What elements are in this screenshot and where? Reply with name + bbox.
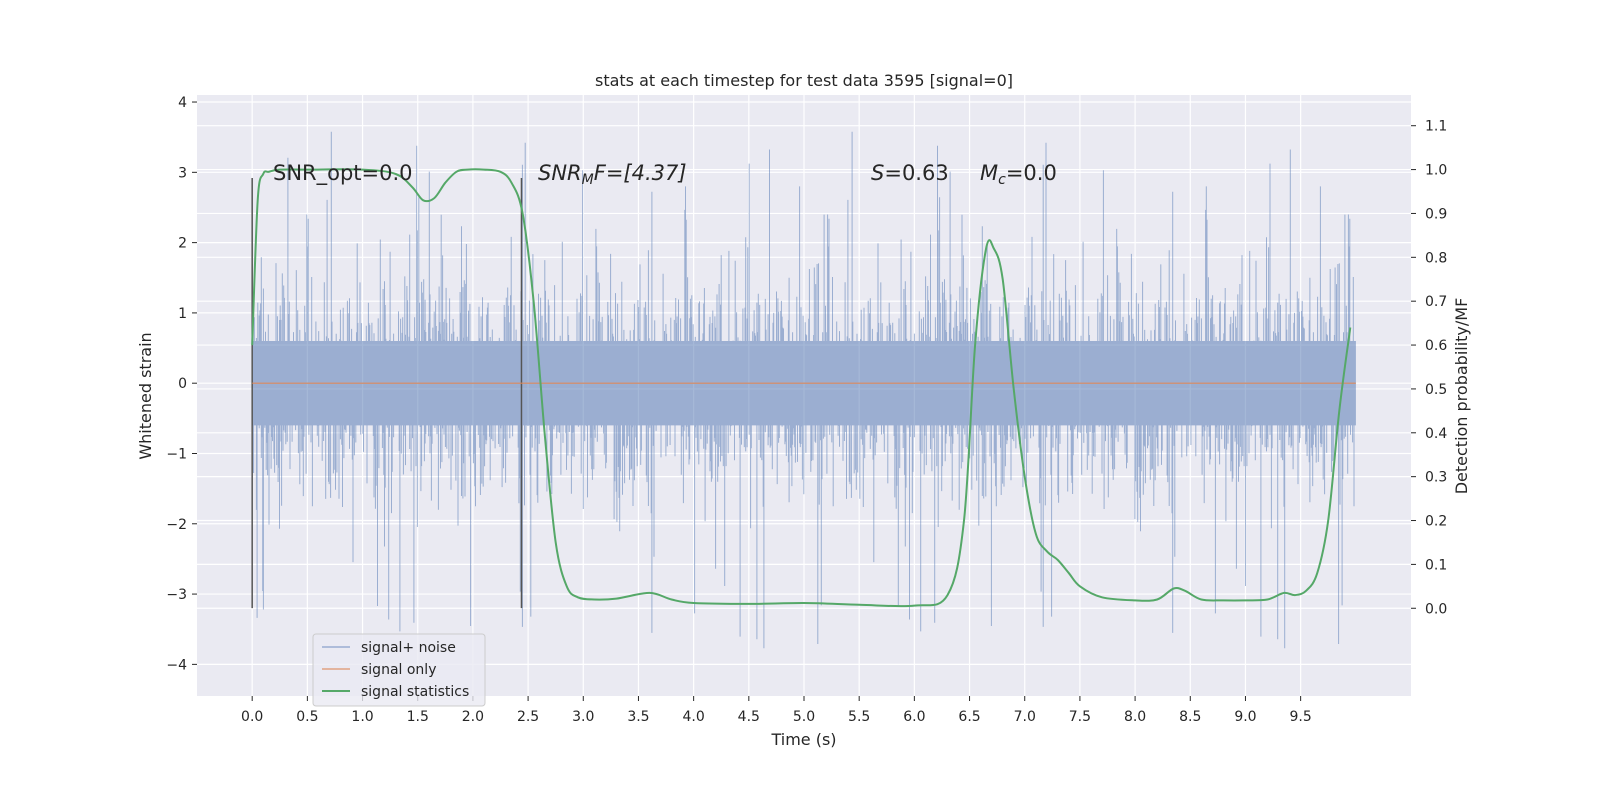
x-tick-label: 7.0 [1014, 709, 1036, 725]
y-tick-label: 1 [178, 306, 187, 322]
vertical-markers [251, 177, 523, 609]
y2-tick-label: 0.6 [1425, 338, 1447, 354]
x-tick-label: 2.0 [462, 709, 484, 725]
x-axis-label: Time (s) [770, 730, 836, 749]
snr-mf-sub: M [582, 172, 594, 188]
x-tick-label: 3.0 [572, 709, 594, 725]
y-tick-label: 0 [178, 376, 187, 392]
x-tick-label: 9.0 [1234, 709, 1256, 725]
y-tick-label: 4 [178, 95, 187, 111]
signal-statistics-line [251, 168, 1352, 608]
s-base: S [871, 161, 884, 185]
chart-title: stats at each timestep for test data 359… [595, 71, 1013, 90]
y2-tick-label: 0.7 [1425, 294, 1447, 310]
y-tick-label: 2 [178, 236, 187, 252]
mc-sub: c [998, 172, 1006, 188]
x-tick-label: 4.5 [738, 709, 760, 725]
snr-mf-rest: F=[4.37] [594, 161, 687, 185]
y2-tick-label: 0.9 [1425, 206, 1447, 222]
x-axis-ticks: 0.0 0.5 1.0 1.5 2.0 2.5 3.0 3.5 4.0 4.5 5.0 5.5 6.0 6… [241, 696, 1312, 725]
y-tick-label: −2 [166, 517, 187, 533]
x-tick-label: 2.5 [517, 709, 539, 725]
y2-tick-label: 0.0 [1425, 601, 1447, 617]
x-tick-label: 0.5 [296, 709, 318, 725]
x-tick-label: 6.0 [903, 709, 925, 725]
snr-mf-base: SNR [538, 161, 582, 185]
y-tick-label: −3 [166, 587, 187, 603]
s-rest: =0.63 [884, 161, 948, 185]
y2-axis-ticks: 0.0 0.1 0.2 0.3 0.4 0.5 0.6 0.7 0.8 0.9 1.0 1.1 [1411, 119, 1447, 617]
y2-tick-label: 0.1 [1425, 557, 1447, 573]
annotation-snr-opt: SNR_opt=0.0 [273, 161, 413, 186]
y2-tick-label: 0.4 [1425, 426, 1447, 442]
annotation-s: S=0.63 [871, 161, 949, 185]
annotation-snr-mf: SNRMF=[4.37] [538, 161, 687, 188]
x-tick-label: 4.0 [683, 709, 705, 725]
x-tick-label: 0.0 [241, 709, 263, 725]
legend: signal+ noise signal only signal statist… [312, 633, 486, 707]
y2-tick-label: 0.3 [1425, 470, 1447, 486]
x-tick-label: 1.0 [351, 709, 373, 725]
x-tick-label: 6.5 [958, 709, 980, 725]
annotation-mc: Mc=0.0 [980, 161, 1057, 188]
x-tick-label: 1.5 [407, 709, 429, 725]
y2-axis-label: Detection probability/MF [1452, 298, 1471, 495]
x-tick-label: 8.5 [1179, 709, 1201, 725]
x-tick-label: 5.0 [793, 709, 815, 725]
y2-tick-label: 1.0 [1425, 163, 1447, 179]
legend-box [312, 633, 486, 707]
y-tick-label: 3 [178, 165, 187, 181]
y2-tick-label: 1.1 [1425, 119, 1447, 135]
mc-rest: =0.0 [1006, 161, 1057, 185]
y2-tick-label: 0.2 [1425, 514, 1447, 530]
y-tick-label: −1 [166, 446, 187, 462]
mc-base: M [980, 161, 998, 185]
y-tick-label: −4 [166, 657, 187, 673]
y-axis-label: Whitened strain [136, 332, 155, 459]
legend-label-signal-only: signal only [361, 662, 436, 678]
x-tick-label: 8.0 [1124, 709, 1146, 725]
x-tick-label: 9.5 [1290, 709, 1312, 725]
legend-label-noise: signal+ noise [361, 640, 456, 656]
y2-tick-label: 0.8 [1425, 250, 1447, 266]
x-tick-label: 7.5 [1069, 709, 1091, 725]
x-tick-label: 5.5 [848, 709, 870, 725]
y-axis-ticks: −4 −3 −2 −1 0 1 2 3 4 [166, 95, 197, 673]
legend-label-statistics: signal statistics [361, 684, 469, 700]
x-tick-label: 3.5 [627, 709, 649, 725]
y2-tick-label: 0.5 [1425, 382, 1447, 398]
